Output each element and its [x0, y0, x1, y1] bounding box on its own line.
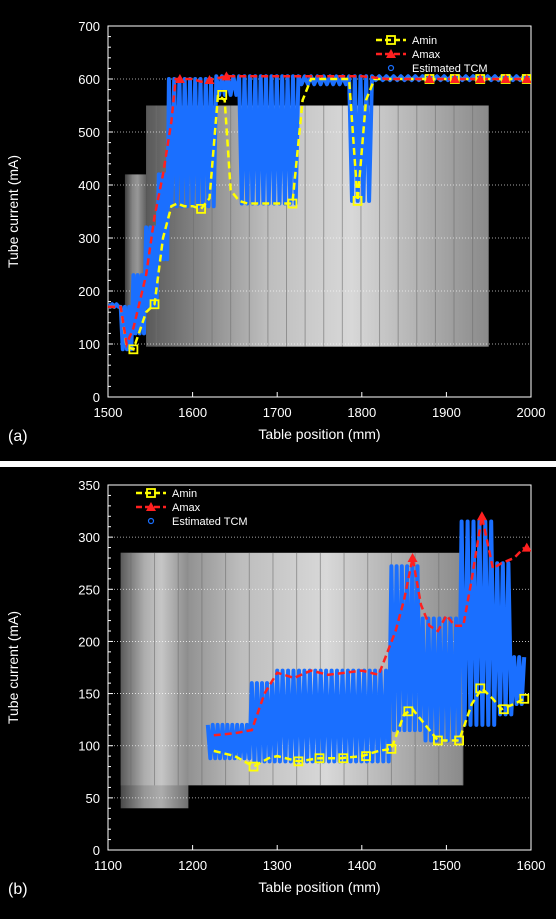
x-tick-label: 1600: [517, 858, 546, 873]
y-tick-label: 400: [78, 178, 100, 193]
legend-marker-estimated-tcm: [147, 517, 155, 525]
chart-a-svg: 0 100 200 300 400 500 600 700 1500 1600 1700 1800 19…: [5, 19, 546, 445]
x-tick-label: 2000: [517, 405, 546, 420]
amin-marker: [196, 203, 206, 214]
legend-marker-amin: [386, 35, 396, 45]
chart-b-svg: 0 50 100 150 200 250 300 350 1100 1200 1300 1400 150…: [5, 478, 546, 898]
x-axis-label: Table position (mm): [258, 426, 380, 442]
legend-label: Amin: [172, 488, 197, 500]
x-tick-label: 1600: [178, 405, 207, 420]
amax-marker: [449, 74, 460, 83]
amin-marker: [248, 761, 259, 772]
y-tick-label: 300: [78, 530, 100, 545]
amax-marker: [424, 74, 435, 83]
legend-marker-estimated-tcm: [387, 64, 395, 72]
x-tick-label: 1700: [263, 405, 292, 420]
amin-marker: [361, 751, 371, 762]
amin-marker: [314, 753, 325, 764]
series-estimated-tcm-line: [205, 519, 527, 764]
y-tick-label: 300: [78, 231, 100, 246]
amin-marker: [149, 299, 160, 310]
amin-marker: [454, 735, 464, 746]
x-tick-label: 1100: [94, 858, 122, 873]
amin-marker: [386, 743, 397, 754]
legend-label: Amin: [412, 35, 437, 47]
legend: Amin Amax Estimated TCM: [376, 35, 488, 75]
amin-marker: [403, 706, 414, 717]
x-tick-label: 1500: [432, 858, 461, 873]
x-tick-label: 1200: [178, 858, 207, 873]
amin-marker: [433, 735, 443, 746]
series-amax-line: [213, 516, 526, 737]
legend-marker-amax: [386, 49, 396, 58]
legend: Amin Amax Estimated TCM: [136, 488, 248, 528]
amin-marker: [293, 756, 304, 767]
legend-label: Estimated TCM: [412, 63, 488, 75]
x-tick-label: 1900: [432, 405, 461, 420]
y-tick-label: 150: [78, 687, 100, 702]
y-tick-label: 200: [78, 284, 100, 299]
y-tick-label: 700: [78, 19, 100, 34]
plot-frame: [107, 25, 532, 398]
legend-label: Estimated TCM: [172, 516, 248, 528]
amax-marker: [407, 553, 418, 562]
amin-marker: [352, 195, 363, 206]
amin-marker: [338, 753, 349, 764]
x-tick-label: 1800: [347, 405, 376, 420]
y-axis-label: Tube current (mA): [5, 155, 21, 268]
amax-marker: [204, 75, 215, 85]
plot-frame: [107, 484, 532, 851]
y-tick-label: 50: [86, 791, 100, 806]
chart-panel-a: 0 100 200 300 400 500 600 700 1500 1600 1700 1800 19…: [0, 0, 556, 461]
amin-marker: [499, 704, 509, 715]
amin-marker: [128, 344, 139, 355]
series-amin-line: [108, 77, 531, 351]
x-axis-label: Table position (mm): [258, 879, 380, 895]
x-tick-label: 1400: [347, 858, 376, 873]
amax-marker: [475, 74, 486, 83]
legend-label: Amax: [172, 502, 201, 514]
legend-marker-amin: [146, 488, 156, 498]
x-tick-label: 1300: [263, 858, 292, 873]
amax-marker: [174, 74, 185, 83]
x-tick-label: 1500: [94, 405, 123, 420]
y-tick-label: 200: [78, 634, 100, 649]
legend-label: Amax: [412, 49, 441, 61]
legend-marker-amax: [146, 502, 156, 511]
amax-marker: [221, 71, 232, 81]
chart-panel-b: 0 50 100 150 200 250 300 350 1100 1200 1300 1400 150…: [0, 467, 556, 919]
y-axis-label: Tube current (mA): [5, 611, 21, 724]
y-tick-label: 0: [93, 390, 100, 405]
amax-marker: [500, 74, 511, 83]
plot-area: [108, 71, 531, 355]
y-tick-label: 500: [78, 125, 100, 140]
amax-marker: [521, 542, 531, 552]
y-tick-label: 100: [78, 739, 100, 754]
y-tick-label: 0: [93, 843, 100, 858]
y-tick-label: 350: [78, 478, 100, 493]
plot-area: [205, 511, 531, 772]
panel-label: (a): [8, 428, 28, 445]
y-tick-label: 250: [78, 582, 100, 597]
y-tick-label: 100: [78, 337, 100, 352]
amin-marker: [217, 90, 228, 100]
amin-marker: [475, 683, 486, 694]
amin-marker: [519, 693, 530, 704]
amax-marker: [521, 74, 531, 83]
amax-marker: [476, 511, 487, 521]
amin-marker: [287, 198, 298, 209]
panel-label: (b): [8, 881, 28, 898]
y-tick-label: 600: [78, 72, 100, 87]
